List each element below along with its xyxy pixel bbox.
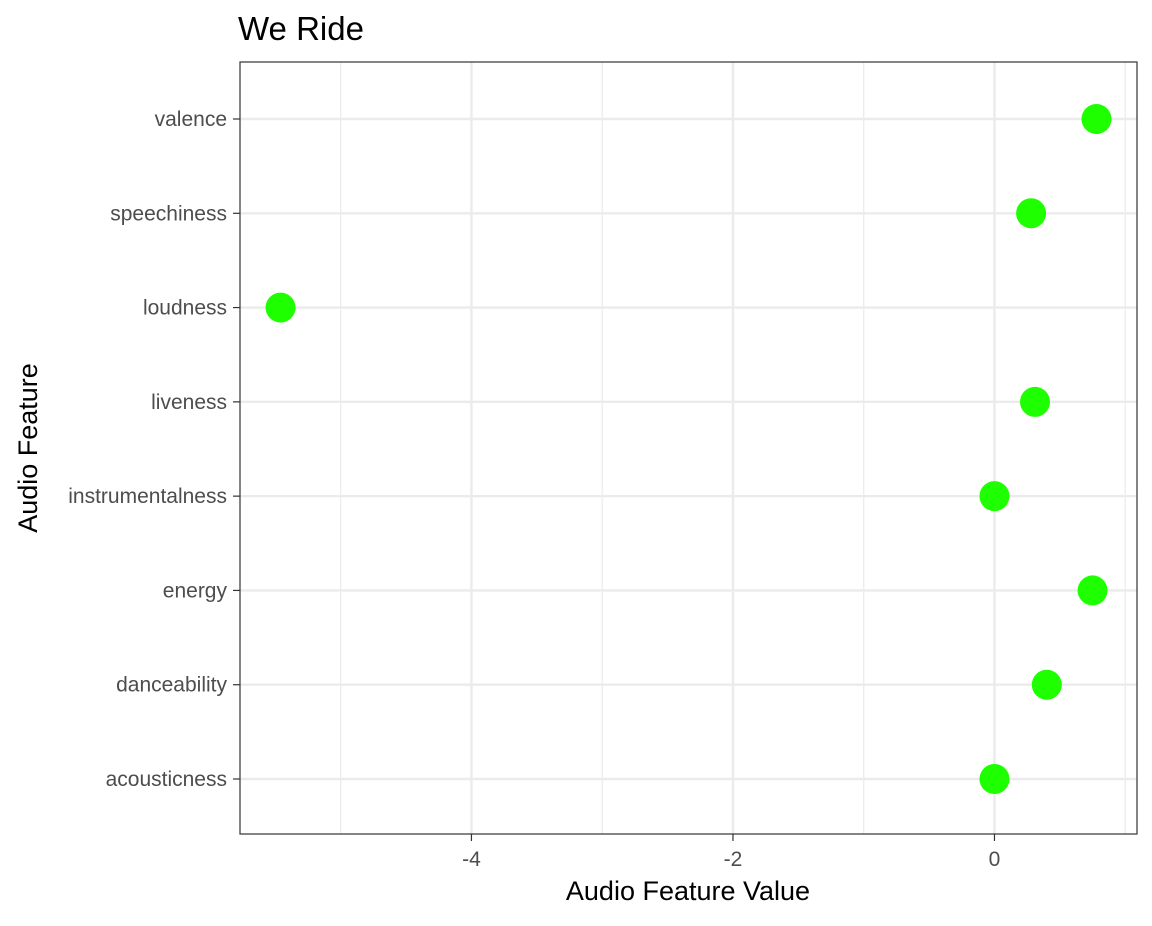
chart-title: We Ride bbox=[238, 10, 364, 47]
data-point-liveness bbox=[1020, 386, 1051, 417]
panel-border bbox=[239, 61, 1138, 835]
y-tick-label-danceability: danceability bbox=[116, 674, 227, 697]
y-tick-label-loudness: loudness bbox=[143, 297, 227, 320]
y-tick-label-instrumentalness: instrumentalness bbox=[68, 485, 227, 508]
data-point-loudness bbox=[265, 292, 296, 323]
panel-background bbox=[240, 62, 1137, 834]
y-axis-title: Audio Feature bbox=[13, 363, 43, 533]
x-tick-label: -4 bbox=[462, 848, 481, 871]
x-tick-label: -2 bbox=[724, 848, 743, 871]
y-tick-label-liveness: liveness bbox=[151, 391, 227, 414]
y-tick-label-speechiness: speechiness bbox=[110, 202, 227, 225]
x-tick-label: 0 bbox=[989, 848, 1001, 871]
data-point-valence bbox=[1081, 104, 1112, 134]
data-point-acousticness bbox=[979, 764, 1010, 794]
axis-layer: -4 -2 0 acousticness danceability energy instr… bbox=[68, 108, 1000, 871]
x-axis-title: Audio Feature Value bbox=[566, 876, 810, 906]
data-point-energy bbox=[1077, 575, 1108, 606]
data-point-speechiness bbox=[1016, 198, 1047, 229]
marks-layer bbox=[265, 104, 1112, 794]
data-point-danceability bbox=[1031, 669, 1062, 700]
data-point-instrumentalness bbox=[979, 481, 1010, 512]
y-tick-label-acousticness: acousticness bbox=[106, 768, 227, 791]
grid-layer bbox=[240, 62, 1137, 834]
y-tick-label-valence: valence bbox=[155, 108, 227, 131]
y-tick-label-energy: energy bbox=[163, 579, 228, 602]
